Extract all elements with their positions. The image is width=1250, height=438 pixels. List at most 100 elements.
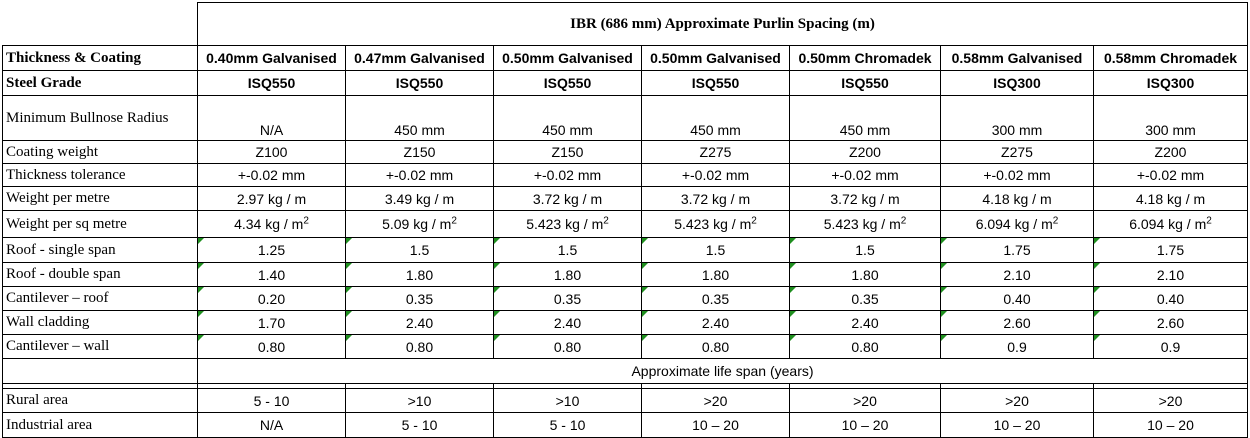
cell-text: ISQ550 xyxy=(543,75,592,91)
table-cell: 2.10 xyxy=(1092,262,1249,287)
table-row: Minimum Bullnose Radius N/A 450 mm 450 mm 45… xyxy=(2,95,1249,141)
cell-text: ISQ550 xyxy=(395,75,444,91)
table-cell: 2.40 xyxy=(789,310,941,335)
table-cell: 0.80 xyxy=(345,334,494,359)
table-cell: N/A xyxy=(197,412,346,438)
table-row: Weight per sq metre 4.34 kg / m2 5.09 kg /… xyxy=(2,210,1249,238)
table-cell: >20 xyxy=(1092,388,1249,413)
cell-text: 0.80 xyxy=(553,338,582,355)
table-cell: >10 xyxy=(493,388,642,413)
cell-text: >10 xyxy=(407,392,432,409)
table-row: Thickness & Coating 0.40mm Galvanised 0.47… xyxy=(2,45,1249,71)
cell-text: 0.40mm Galvanised xyxy=(206,50,337,66)
table-cell: 1.70 xyxy=(197,310,346,335)
table-cell: 2.10 xyxy=(940,262,1094,287)
cell-text: Coating weight xyxy=(6,143,99,160)
table-cell: N/A xyxy=(197,95,346,141)
cell-text: 0.58mm Galvanised xyxy=(951,50,1083,66)
cell-text: 300 mm xyxy=(991,122,1043,138)
cell-text: +-0.02 mm xyxy=(1136,167,1205,183)
table-cell: 10 – 20 xyxy=(1092,412,1249,438)
table-cell: 0.9 xyxy=(1092,334,1249,359)
empty-cell xyxy=(2,358,198,384)
row-label: Weight per metre xyxy=(2,186,198,211)
table-row: Approximate life span (years) xyxy=(2,358,1249,384)
table-cell: 0.40 xyxy=(940,286,1094,311)
table-row: Steel Grade ISQ550 ISQ550 ISQ550 ISQ550 ISQ55… xyxy=(2,70,1249,96)
cell-text: +-0.02 mm xyxy=(385,167,454,183)
cell-text: 2.40 xyxy=(701,314,730,331)
row-label: Coating weight xyxy=(2,140,198,164)
table-cell: 1.80 xyxy=(493,262,642,287)
table-title: IBR (686 mm) Approximate Purlin Spacing … xyxy=(196,2,1249,46)
row-label: Thickness tolerance xyxy=(2,163,198,187)
cell-text: Weight per sq metre xyxy=(6,215,127,232)
table-cell: >20 xyxy=(789,388,941,413)
cell-text: 1.75 xyxy=(1156,242,1185,258)
table-cell: 0.35 xyxy=(641,286,790,311)
table-row: Wall cladding 1.70 2.40 2.40 2.40 2.40 2.60 2.6… xyxy=(2,310,1249,335)
table-cell: Z150 xyxy=(345,140,494,164)
table-cell: 0.35 xyxy=(789,286,941,311)
cell-text: 10 – 20 xyxy=(993,417,1041,433)
row-label: Minimum Bullnose Radius xyxy=(2,95,198,141)
table-cell: 0.20 xyxy=(197,286,346,311)
table-cell: 10 – 20 xyxy=(940,412,1094,438)
cell-text: 0.40 xyxy=(1156,290,1185,307)
table-cell: Z150 xyxy=(493,140,642,164)
table-cell: ISQ300 xyxy=(1092,70,1249,96)
table-cell: 450 mm xyxy=(345,95,494,141)
table-cell: 1.5 xyxy=(789,237,941,263)
cell-text: Z100 xyxy=(255,144,288,160)
cell-text: N/A xyxy=(259,417,284,433)
section-title: Approximate life span (years) xyxy=(196,358,1249,384)
table-cell: 450 mm xyxy=(641,95,790,141)
cell-text: +-0.02 mm xyxy=(681,167,750,183)
cell-text: >20 xyxy=(1005,392,1029,409)
superscript: 2 xyxy=(451,215,457,227)
cell-text: 3.72 kg / m xyxy=(830,190,900,207)
cell-text: 0.80 xyxy=(851,338,879,355)
cell-text: Thickness & Coating xyxy=(6,49,142,66)
cell-text: Z275 xyxy=(699,144,732,160)
cell-text: 5 - 10 xyxy=(253,392,290,409)
cell-text: 1.80 xyxy=(405,266,434,283)
table-cell: ISQ300 xyxy=(940,70,1094,96)
cell-text: 0.9 xyxy=(1007,338,1027,355)
cell-text: Roof - single span xyxy=(6,241,116,258)
row-label: Cantilever – wall xyxy=(2,334,198,359)
table-cell: 5.423 kg / m2 xyxy=(789,210,941,238)
cell-text: 450 mm xyxy=(394,122,445,138)
cell-text: 5 - 10 xyxy=(549,417,586,433)
cell-text: 450 mm xyxy=(690,122,741,138)
cell-text: >20 xyxy=(853,392,877,409)
cell-text: 300 mm xyxy=(1145,122,1196,138)
cell-text: 0.80 xyxy=(257,338,286,355)
table-row: Thickness tolerance +-0.02 mm +-0.02 mm +-0… xyxy=(2,163,1249,187)
table-cell: 5 - 10 xyxy=(345,412,494,438)
table-row: Coating weight Z100 Z150 Z150 Z275 Z200 Z275 Z2… xyxy=(2,140,1249,164)
cell-text: 0.35 xyxy=(851,290,879,307)
table-cell: 3.49 kg / m xyxy=(345,186,494,211)
table-cell: 300 mm xyxy=(940,95,1094,141)
row-label: Cantilever – roof xyxy=(2,286,198,311)
table-cell: >20 xyxy=(641,388,790,413)
table-cell: +-0.02 mm xyxy=(789,163,941,187)
cell-text: Roof - double span xyxy=(6,266,121,282)
table-cell: 300 mm xyxy=(1092,95,1249,141)
cell-text: 0.9 xyxy=(1160,338,1181,355)
cell-text: 0.47mm Galvanised xyxy=(354,50,485,66)
cell-text: 0.35 xyxy=(405,290,434,307)
table-cell: 2.40 xyxy=(493,310,642,335)
table-cell: 0.58mm Galvanised xyxy=(940,45,1094,71)
cell-text: Cantilever – roof xyxy=(6,290,109,306)
table-cell: Z275 xyxy=(641,140,790,164)
table-cell: 2.60 xyxy=(1092,310,1249,335)
table-cell: 2.97 kg / m xyxy=(197,186,346,211)
table-cell: Z100 xyxy=(197,140,346,164)
cell-text: 1.70 xyxy=(257,314,286,331)
table-cell: 1.75 xyxy=(940,237,1094,263)
cell-text: >10 xyxy=(555,392,580,409)
cell-text: Weight per metre xyxy=(6,190,110,206)
